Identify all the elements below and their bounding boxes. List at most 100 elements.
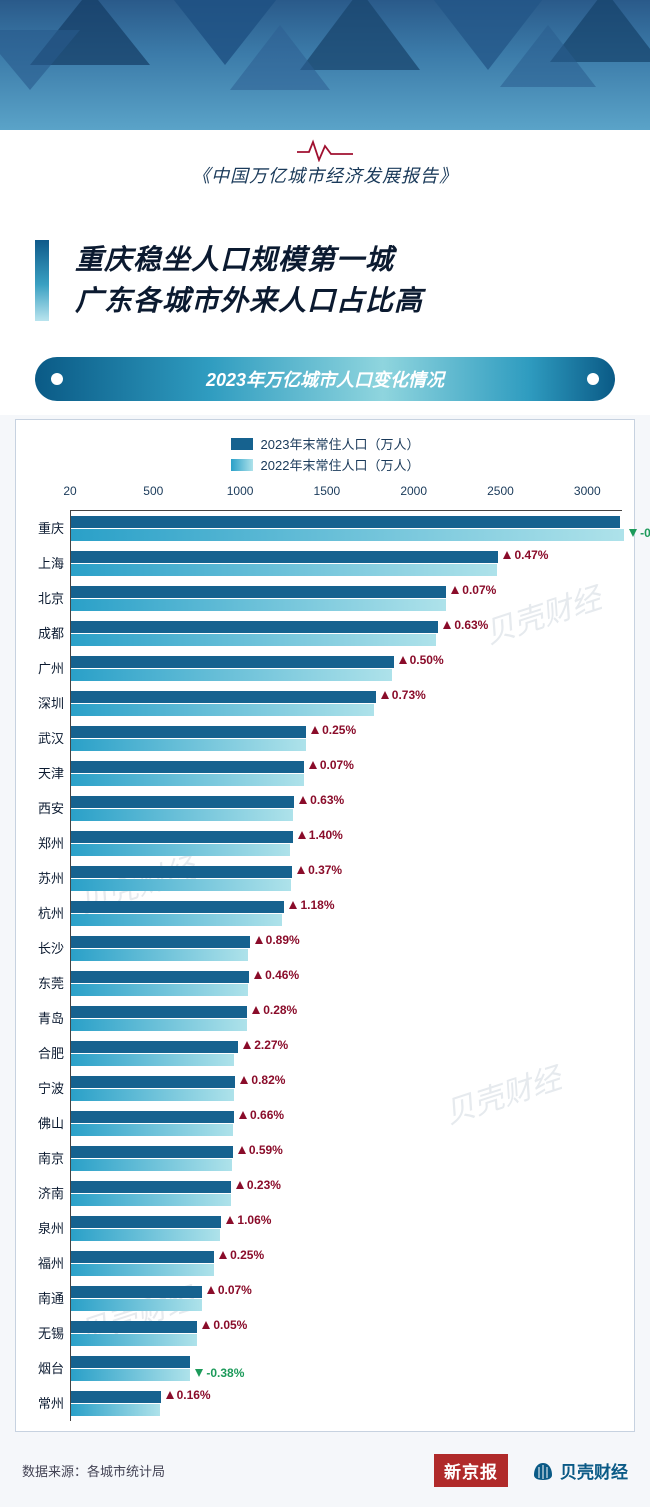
bar-2023	[71, 621, 438, 633]
bars-area: 贝壳财经 贝壳财经 贝壳财经 贝壳财经 -0.68%0.47%0.07%0.63…	[70, 510, 622, 1421]
bar-2022	[71, 529, 624, 541]
section-band: 2023年万亿城市人口变化情况	[35, 357, 615, 401]
city-label: 无锡	[28, 1315, 70, 1350]
bar-row: 0.63%	[71, 791, 622, 826]
headline-accent-bar	[35, 240, 49, 321]
delta-marker: 0.25%	[310, 723, 356, 737]
x-axis: 2050010001500200025003000	[28, 484, 622, 504]
bar-2022	[71, 1089, 234, 1101]
x-tick: 500	[143, 484, 163, 498]
x-tick: 3000	[574, 484, 601, 498]
band-dot-left	[51, 373, 63, 385]
bar-2022	[71, 1334, 197, 1346]
bar-2023	[71, 866, 292, 878]
delta-marker: 0.63%	[442, 618, 488, 632]
bar-row: 0.37%	[71, 861, 622, 896]
bar-2022	[71, 669, 392, 681]
bar-row: 2.27%	[71, 1036, 622, 1071]
bar-2023	[71, 586, 446, 598]
band-title: 2023年万亿城市人口变化情况	[206, 366, 444, 392]
city-label: 深圳	[28, 685, 70, 720]
chart-legend: 2023年末常住人口（万人） 2022年末常住人口（万人）	[28, 434, 622, 474]
legend-item-2022: 2022年末常住人口（万人）	[231, 455, 420, 474]
data-source: 数据来源：各城市统计局	[22, 1461, 165, 1480]
delta-marker: 0.50%	[398, 653, 444, 667]
bar-2022	[71, 1404, 160, 1416]
delta-marker: 0.37%	[296, 863, 342, 877]
legend-swatch-2023	[231, 438, 253, 450]
bar-2022	[71, 809, 293, 821]
bar-row: 1.40%	[71, 826, 622, 861]
bar-2022	[71, 984, 248, 996]
heartbeat-icon	[295, 138, 355, 162]
report-title: 《中国万亿城市经济发展报告》	[192, 162, 458, 188]
headline-line-1: 重庆稳坐人口规模第一城	[75, 240, 423, 281]
bar-2022	[71, 704, 374, 716]
bar-row: 0.63%	[71, 616, 622, 651]
city-label: 南通	[28, 1280, 70, 1315]
bar-row: 0.59%	[71, 1141, 622, 1176]
infographic-page: 《中国万亿城市经济发展报告》 重庆稳坐人口规模第一城 广东各城市外来人口占比高 …	[0, 0, 650, 1507]
legend-label-2023: 2023年末常住人口（万人）	[261, 434, 420, 453]
bar-row: 0.05%	[71, 1316, 622, 1351]
bar-row: 0.07%	[71, 581, 622, 616]
bar-row: 0.25%	[71, 721, 622, 756]
bar-2023	[71, 971, 249, 983]
bar-2022	[71, 739, 306, 751]
bar-2023	[71, 936, 250, 948]
hero-triangles	[0, 0, 650, 130]
delta-marker: 0.59%	[237, 1143, 283, 1157]
bar-row: -0.38%	[71, 1351, 622, 1386]
bar-2022	[71, 1159, 232, 1171]
city-label: 南京	[28, 1140, 70, 1175]
bar-row: 0.25%	[71, 1246, 622, 1281]
x-tick: 2000	[400, 484, 427, 498]
headline-line-2: 广东各城市外来人口占比高	[75, 281, 423, 322]
legend-swatch-2022	[231, 459, 253, 471]
bar-2023	[71, 1286, 202, 1298]
plot-area: 重庆上海北京成都广州深圳武汉天津西安郑州苏州杭州长沙东莞青岛合肥宁波佛山南京济南…	[28, 510, 622, 1421]
legend-label-2022: 2022年末常住人口（万人）	[261, 455, 420, 474]
x-axis-ticks: 2050010001500200025003000	[70, 484, 622, 504]
city-label: 成都	[28, 615, 70, 650]
city-label: 烟台	[28, 1350, 70, 1385]
delta-marker: 0.05%	[201, 1318, 247, 1332]
bar-2023	[71, 516, 620, 528]
bar-2023	[71, 551, 498, 563]
bar-2023	[71, 796, 294, 808]
bar-2023	[71, 1251, 214, 1263]
bar-2022	[71, 774, 304, 786]
headline: 重庆稳坐人口规模第一城 广东各城市外来人口占比高	[0, 220, 650, 331]
city-label: 合肥	[28, 1035, 70, 1070]
footer: 数据来源：各城市统计局 新京报 贝壳财经	[0, 1442, 650, 1507]
bar-2023	[71, 761, 304, 773]
bar-2023	[71, 726, 306, 738]
delta-marker: 0.07%	[308, 758, 354, 772]
delta-marker: 1.18%	[288, 898, 334, 912]
delta-marker: -0.38%	[194, 1366, 244, 1380]
logo-xinjingbao: 新京报	[434, 1454, 508, 1487]
shell-icon	[532, 1461, 554, 1481]
bar-2023	[71, 1321, 197, 1333]
delta-marker: 0.63%	[298, 793, 344, 807]
delta-marker: 2.27%	[242, 1038, 288, 1052]
bar-2022	[71, 1229, 220, 1241]
bar-row: 0.07%	[71, 1281, 622, 1316]
bar-2022	[71, 1299, 202, 1311]
delta-marker: -0.68%	[628, 526, 650, 540]
x-tick: 20	[63, 484, 76, 498]
bar-row: 1.18%	[71, 896, 622, 931]
bar-2023	[71, 1216, 221, 1228]
city-label: 上海	[28, 545, 70, 580]
bar-row: 0.73%	[71, 686, 622, 721]
bar-2022	[71, 879, 291, 891]
delta-marker: 1.40%	[297, 828, 343, 842]
bar-2022	[71, 949, 248, 961]
section-band-wrap: 2023年万亿城市人口变化情况	[0, 331, 650, 415]
delta-marker: 1.06%	[225, 1213, 271, 1227]
y-axis-labels: 重庆上海北京成都广州深圳武汉天津西安郑州苏州杭州长沙东莞青岛合肥宁波佛山南京济南…	[28, 510, 70, 1421]
x-tick: 2500	[487, 484, 514, 498]
bar-2022	[71, 1019, 247, 1031]
bar-2022	[71, 844, 290, 856]
city-label: 郑州	[28, 825, 70, 860]
